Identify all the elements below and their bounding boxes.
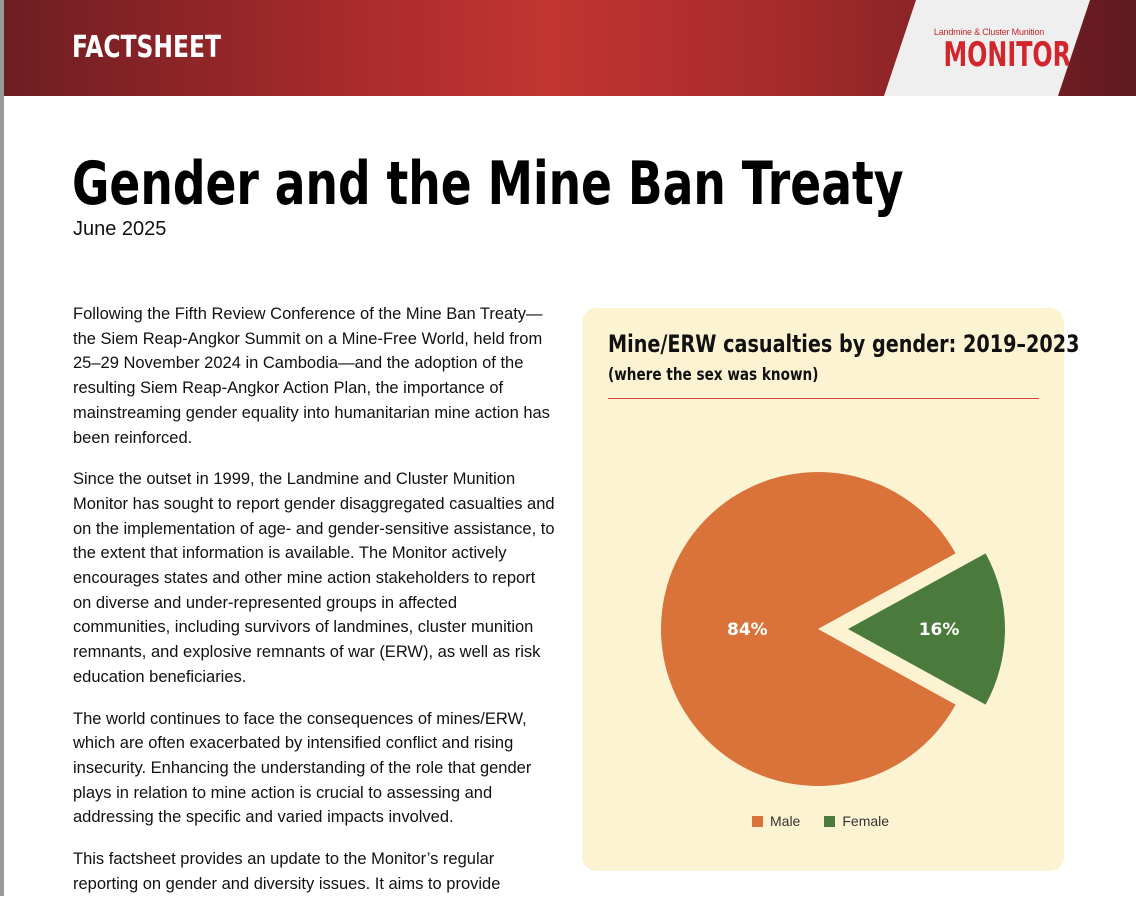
header-label: FACTSHEET bbox=[72, 30, 221, 65]
paragraph: The world continues to face the conseque… bbox=[73, 709, 532, 827]
logo-subtitle: Landmine & Cluster Munition bbox=[933, 27, 1045, 37]
pie-label-male: 84% bbox=[727, 620, 768, 640]
chart-panel: Mine/ERW casualties by gender: 2019–2023… bbox=[582, 308, 1079, 871]
page-border bbox=[0, 0, 4, 896]
legend-item-female: Female bbox=[824, 813, 889, 829]
publication-date: June 2025 bbox=[73, 218, 167, 240]
body-text: Following the Fifth Review Conference of… bbox=[73, 302, 558, 913]
paragraph: Following the Fifth Review Conference of… bbox=[73, 305, 550, 447]
paragraph: Since the outset in 1999, the Landmine a… bbox=[73, 470, 555, 686]
legend-swatch-female bbox=[824, 815, 836, 827]
monitor-logo: Landmine & Cluster Munition MONITOR bbox=[884, 0, 1090, 96]
chart-divider bbox=[608, 398, 1039, 399]
pie-slice-female bbox=[848, 553, 1005, 705]
header-banner: FACTSHEET Landmine & Cluster Munition MO… bbox=[4, 0, 1136, 96]
chart-title: Mine/ERW casualties by gender: 2019–2023 bbox=[608, 330, 1080, 358]
pie-label-female: 16% bbox=[919, 620, 960, 640]
chart-subtitle: (where the sex was known) bbox=[608, 365, 819, 385]
legend-swatch-male bbox=[752, 815, 763, 827]
logo-wordmark: MONITOR bbox=[943, 35, 1071, 75]
legend-item-male: Male bbox=[752, 813, 800, 829]
paragraph: This factsheet provides an update to the… bbox=[73, 850, 501, 893]
pie-slice-male bbox=[661, 472, 956, 786]
page-title: Gender and the Mine Ban Treaty bbox=[72, 149, 904, 219]
chart-legend: Male Female bbox=[752, 813, 889, 829]
legend-label-male: Male bbox=[770, 813, 801, 829]
pie-chart: 84% 16% bbox=[661, 472, 1005, 786]
legend-label-female: Female bbox=[842, 813, 890, 829]
